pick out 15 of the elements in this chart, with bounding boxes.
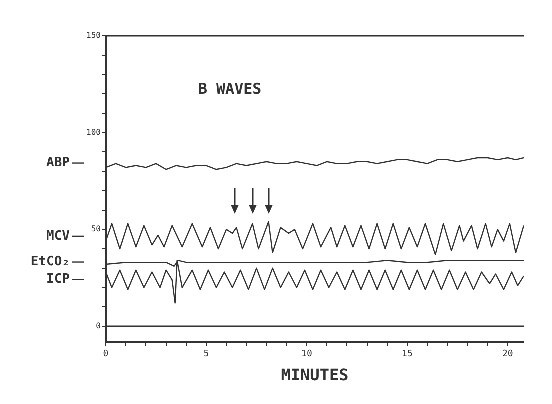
x-tick-label: 10: [302, 350, 312, 360]
x-tick-label: 0: [103, 350, 109, 360]
x-tick-label: 15: [402, 350, 413, 360]
legend-label: ICP: [46, 272, 70, 288]
legend-label: MCV: [46, 228, 70, 244]
text: B WAVES: [198, 80, 262, 98]
y-tick-label: 150: [86, 31, 102, 40]
y-tick-label: 50: [91, 224, 102, 234]
y-tick-label: 100: [86, 128, 102, 137]
legend-label: ABP: [46, 156, 70, 171]
x-tick-label: 20: [502, 350, 514, 360]
y-tick-label: 0: [96, 322, 102, 331]
x-tick-label: 5: [204, 350, 210, 360]
legend-label: EtCO₂: [30, 254, 70, 270]
x-axis-title: MINUTES: [281, 366, 349, 385]
